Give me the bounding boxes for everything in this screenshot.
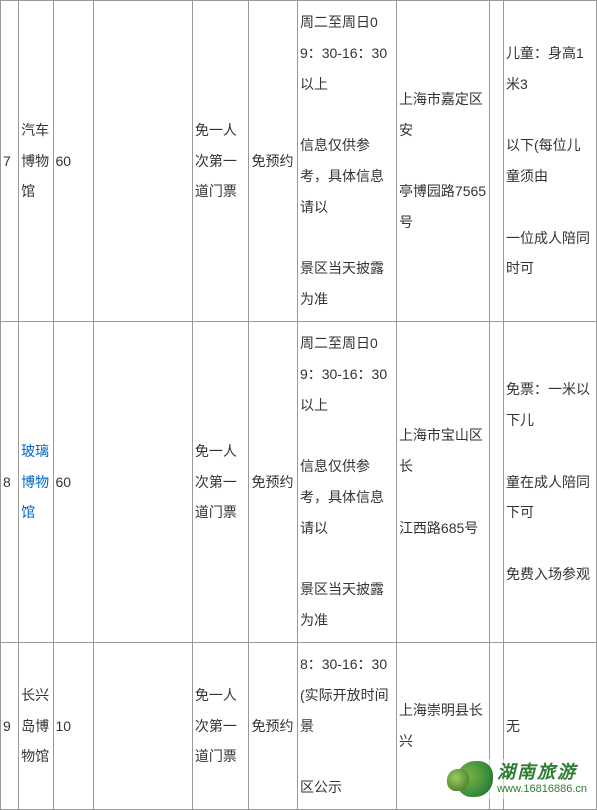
logo-text: 湖南旅游 www.16816886.cn [497, 763, 587, 795]
blank-cell [93, 642, 192, 809]
booking: 免预约 [249, 642, 297, 809]
address: 上海市嘉定区安亭博园路7565号 [396, 1, 489, 322]
benefit: 免一人次第一道门票 [192, 321, 249, 642]
spot-name: 玻璃博物馆 [19, 321, 53, 642]
child-policy: 儿童：身高1米3以下(每位儿童须由一位成人陪同时可 [504, 1, 597, 322]
logo-url-text: www.16816886.cn [497, 783, 587, 795]
table-row: 7汽车博物馆60 免一人次第一道门票免预约周二至周日09：30-16：30以上信息… [1, 1, 597, 322]
spot-link[interactable]: 玻璃博物馆 [21, 443, 49, 521]
benefit: 免一人次第一道门票 [192, 642, 249, 809]
child-policy: 免票：一米以下儿童在成人陪同下可免费入场参观 [504, 321, 597, 642]
price: 60 [53, 321, 93, 642]
logo-main-text: 湖南旅游 [497, 763, 587, 783]
spot-name: 长兴岛博物馆 [19, 642, 53, 809]
blank-cell [93, 1, 192, 322]
open-hours: 周二至周日09：30-16：30以上信息仅供参考，具体信息请以景区当天披露为准 [297, 321, 396, 642]
row-number: 7 [1, 1, 19, 322]
blank-cell [489, 321, 503, 642]
blank-cell [93, 321, 192, 642]
site-logo: 湖南旅游 www.16816886.cn [453, 759, 591, 799]
open-hours: 8：30-16：30(实际开放时间景区公示 [297, 642, 396, 809]
table-row: 8玻璃博物馆60 免一人次第一道门票免预约周二至周日09：30-16：30以上信息… [1, 321, 597, 642]
booking: 免预约 [249, 1, 297, 322]
benefit: 免一人次第一道门票 [192, 1, 249, 322]
leaf-icon [457, 761, 493, 797]
address: 上海市宝山区长江西路685号 [396, 321, 489, 642]
spot-name: 汽车博物馆 [19, 1, 53, 322]
row-number: 9 [1, 642, 19, 809]
price: 10 [53, 642, 93, 809]
row-number: 8 [1, 321, 19, 642]
price: 60 [53, 1, 93, 322]
booking: 免预约 [249, 321, 297, 642]
scenic-spots-table: 7汽车博物馆60免一人次第一道门票免预约周二至周日09：30-16：30以上信息… [0, 0, 597, 810]
open-hours: 周二至周日09：30-16：30以上信息仅供参考，具体信息请以景区当天披露为准 [297, 1, 396, 322]
blank-cell [489, 1, 503, 322]
